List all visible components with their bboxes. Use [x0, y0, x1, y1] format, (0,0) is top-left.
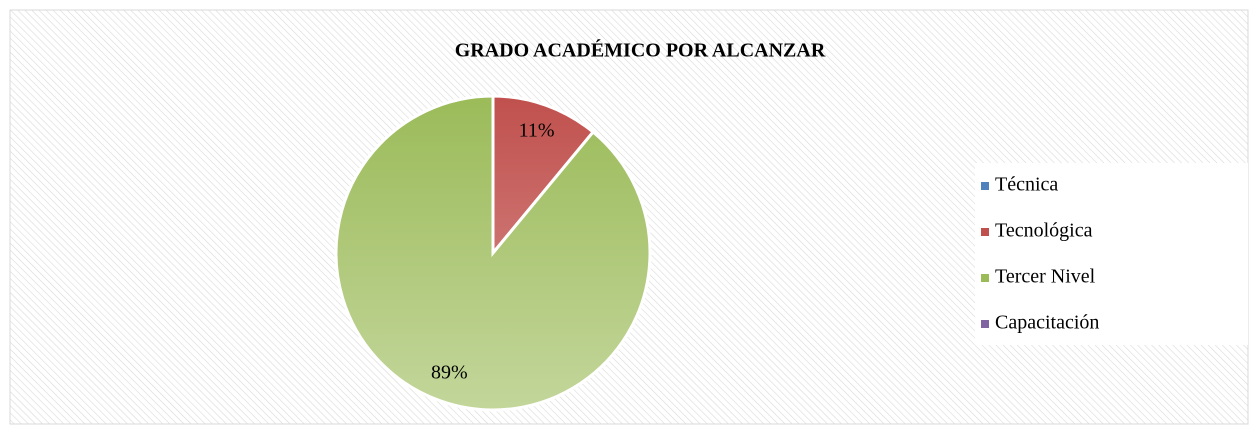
data-label: 89% [431, 362, 468, 384]
data-label: 11% [519, 119, 555, 141]
chart-title: GRADO ACADÉMICO POR ALCANZAR [455, 39, 826, 62]
pie-slice [491, 94, 596, 258]
legend-box [975, 163, 1248, 345]
legend-label: Tercer Nivel [995, 266, 1096, 288]
legend-label: Tecnológica [995, 220, 1093, 242]
legend-swatch [981, 182, 989, 190]
legend-label: Capacitación [995, 312, 1099, 334]
legend-swatch [981, 274, 989, 282]
legend-label: Técnica [995, 174, 1058, 196]
legend-swatch [981, 228, 989, 236]
legend-swatch [981, 320, 989, 328]
